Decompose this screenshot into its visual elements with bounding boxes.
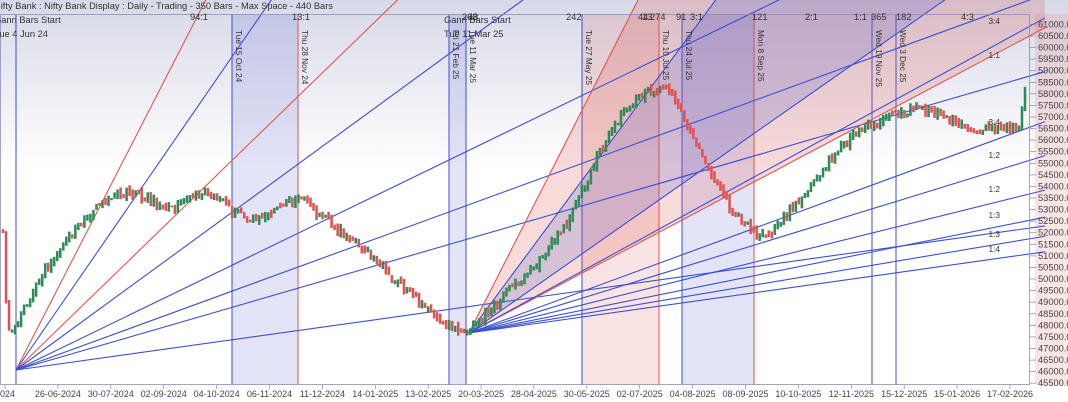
svg-text:30-05-2025: 30-05-2025 (564, 389, 610, 399)
svg-text:47000.00: 47000.00 (1038, 344, 1068, 354)
svg-text:06-11-2024: 06-11-2024 (247, 389, 292, 399)
svg-text:43: 43 (468, 12, 478, 22)
svg-text:Mon 8 Sep 25: Mon 8 Sep 25 (756, 30, 766, 82)
svg-text:242: 242 (566, 12, 582, 22)
svg-text:59000.00: 59000.00 (1038, 66, 1068, 76)
svg-text:50500.00: 50500.00 (1038, 263, 1068, 273)
svg-text:1:3: 1:3 (988, 229, 1000, 239)
svg-text:Wed 3 Dec 25: Wed 3 Dec 25 (898, 30, 908, 83)
svg-text:08-09-2025: 08-09-2025 (722, 389, 768, 399)
svg-text:1:2: 1:2 (988, 184, 1000, 194)
svg-text:30-07-2024: 30-07-2024 (88, 389, 134, 399)
svg-text:Nifty Bank : Nifty Bank Displa: Nifty Bank : Nifty Bank Display : Daily … (0, 1, 333, 11)
svg-text:3:1: 3:1 (690, 12, 703, 22)
svg-text:182: 182 (896, 12, 912, 22)
svg-text:46000.00: 46000.00 (1038, 367, 1068, 377)
svg-text:274: 274 (650, 12, 666, 22)
svg-text:51000.00: 51000.00 (1038, 251, 1068, 261)
svg-text:55500.00: 55500.00 (1038, 147, 1068, 157)
svg-text:57000.00: 57000.00 (1038, 112, 1068, 122)
svg-text:15-12-2025: 15-12-2025 (881, 389, 927, 399)
svg-text:56500.00: 56500.00 (1038, 124, 1068, 134)
svg-text:04-08-2025: 04-08-2025 (670, 389, 716, 399)
svg-text:54500.00: 54500.00 (1038, 170, 1068, 180)
svg-text:1:1: 1:1 (854, 12, 867, 22)
svg-text:46500.00: 46500.00 (1038, 355, 1068, 365)
svg-text:Thu 28 Nov 24: Thu 28 Nov 24 (300, 30, 310, 85)
svg-text:48500.00: 48500.00 (1038, 309, 1068, 319)
svg-text:15-01-2026: 15-01-2026 (934, 389, 980, 399)
svg-text:02-09-2024: 02-09-2024 (141, 389, 187, 399)
svg-text:49000.00: 49000.00 (1038, 297, 1068, 307)
svg-text:28-04-2025: 28-04-2025 (511, 389, 557, 399)
svg-text:54000.00: 54000.00 (1038, 181, 1068, 191)
svg-text:14-01-2025: 14-01-2025 (352, 389, 398, 399)
svg-text:2024: 2024 (0, 389, 15, 399)
svg-text:11-12-2024: 11-12-2024 (300, 389, 345, 399)
svg-text:58500.00: 58500.00 (1038, 77, 1068, 87)
svg-text:121: 121 (752, 12, 768, 22)
svg-text:10-10-2025: 10-10-2025 (775, 389, 821, 399)
svg-text:04-10-2024: 04-10-2024 (194, 389, 240, 399)
svg-text:3:4: 3:4 (988, 16, 1000, 26)
svg-text:55000.00: 55000.00 (1038, 158, 1068, 168)
svg-text:Wed 19 Nov 25: Wed 19 Nov 25 (874, 30, 884, 87)
svg-text:53500.00: 53500.00 (1038, 193, 1068, 203)
svg-text:1:1: 1:1 (988, 50, 1000, 60)
svg-text:365: 365 (871, 12, 887, 22)
svg-text:26-06-2024: 26-06-2024 (35, 389, 81, 399)
svg-text:17-02-2026: 17-02-2026 (987, 389, 1033, 399)
svg-text:Tue 4 Jun 24: Tue 4 Jun 24 (0, 29, 48, 39)
svg-text:Tue 15 Oct 24: Tue 15 Oct 24 (234, 30, 244, 83)
svg-text:13:1: 13:1 (292, 12, 310, 22)
svg-text:60000.00: 60000.00 (1038, 43, 1068, 53)
svg-text:52000.00: 52000.00 (1038, 228, 1068, 238)
svg-text:48000.00: 48000.00 (1038, 320, 1068, 330)
svg-text:Gann Bars Start: Gann Bars Start (0, 15, 61, 25)
svg-text:50000.00: 50000.00 (1038, 274, 1068, 284)
svg-text:Thu 10 Jul 25: Thu 10 Jul 25 (661, 30, 671, 81)
svg-text:61000.00: 61000.00 (1038, 19, 1068, 29)
svg-text:47500.00: 47500.00 (1038, 332, 1068, 342)
svg-text:02-07-2025: 02-07-2025 (617, 389, 663, 399)
svg-text:57500.00: 57500.00 (1038, 100, 1068, 110)
svg-text:20-03-2025: 20-03-2025 (458, 389, 504, 399)
svg-text:13-02-2025: 13-02-2025 (405, 389, 451, 399)
svg-text:12-11-2025: 12-11-2025 (829, 389, 874, 399)
svg-text:53000.00: 53000.00 (1038, 205, 1068, 215)
svg-text:91: 91 (676, 12, 686, 22)
svg-text:1:2: 1:2 (988, 150, 1000, 160)
svg-text:60500.00: 60500.00 (1038, 31, 1068, 41)
svg-text:Tue 27 May 25: Tue 27 May 25 (584, 30, 594, 85)
svg-text:4:3: 4:3 (961, 12, 974, 22)
svg-text:45500.00: 45500.00 (1038, 378, 1068, 388)
svg-text:Thu 24 Jul 25: Thu 24 Jul 25 (684, 30, 694, 81)
svg-text:3:4: 3:4 (988, 117, 1000, 127)
svg-text:Tue 11 Mar 25: Tue 11 Mar 25 (444, 29, 503, 39)
svg-text:1:4: 1:4 (988, 244, 1000, 254)
svg-text:58000.00: 58000.00 (1038, 89, 1068, 99)
svg-text:1:3: 1:3 (988, 210, 1000, 220)
svg-text:94:1: 94:1 (190, 12, 208, 22)
svg-text:59500.00: 59500.00 (1038, 54, 1068, 64)
svg-text:2:1: 2:1 (805, 12, 818, 22)
svg-text:52500.00: 52500.00 (1038, 216, 1068, 226)
svg-text:51500.00: 51500.00 (1038, 239, 1068, 249)
svg-text:49500.00: 49500.00 (1038, 286, 1068, 296)
svg-text:56000.00: 56000.00 (1038, 135, 1068, 145)
